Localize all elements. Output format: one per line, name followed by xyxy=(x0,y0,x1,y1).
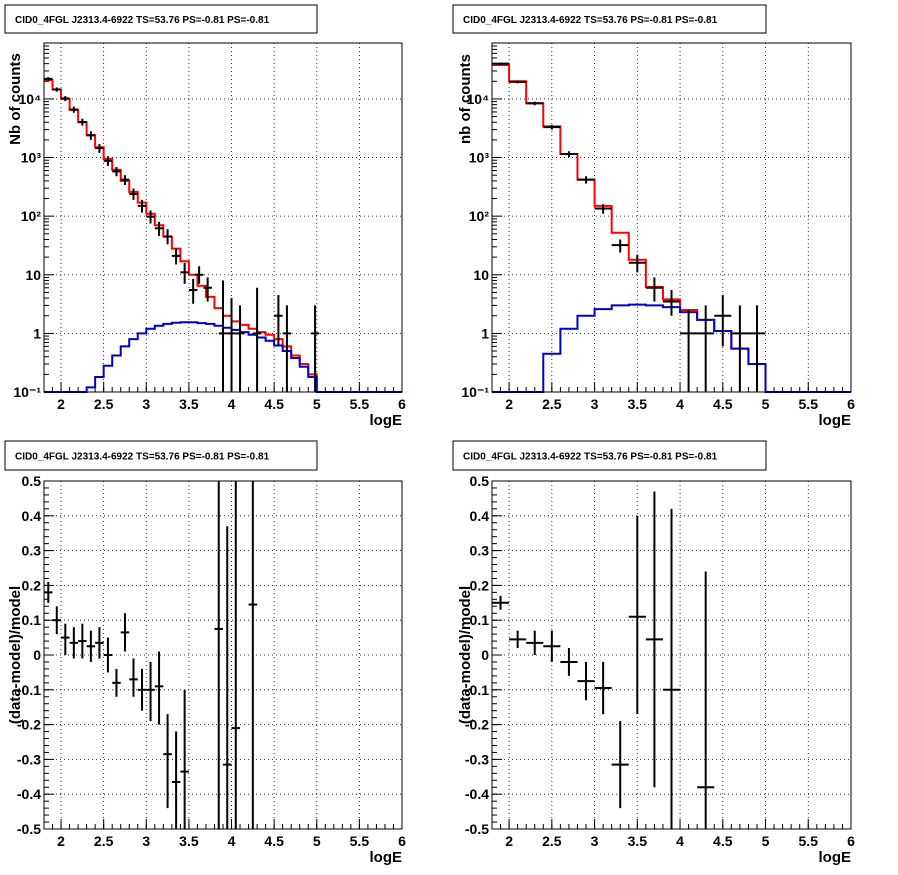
x-tick-label: 3 xyxy=(142,396,150,412)
x-tick-label: 2 xyxy=(57,396,65,412)
x-tick-label: 6 xyxy=(847,396,855,412)
y-tick-label: 10² xyxy=(469,208,490,224)
panel-title-box xyxy=(4,440,318,471)
y-tick-label: 0.2 xyxy=(470,577,490,593)
y-axis-label: Nb of counts xyxy=(7,53,24,145)
x-axis-label: logE xyxy=(370,412,403,429)
y-tick-label: 10³ xyxy=(21,150,42,166)
y-tick-label: -0.4 xyxy=(465,786,489,802)
y-tick-label: 0.3 xyxy=(470,543,490,559)
plot-frame xyxy=(43,480,403,830)
x-tick-label: 5 xyxy=(762,833,770,849)
y-tick-label: 0.1 xyxy=(470,612,490,628)
y-tick-label: -0.4 xyxy=(17,786,41,802)
plot-frame xyxy=(491,480,852,830)
y-tick-label: 10³ xyxy=(469,150,490,166)
y-tick-label: 10² xyxy=(21,208,42,224)
x-axis-label: logE xyxy=(370,849,403,866)
x-tick-label: 5.5 xyxy=(350,396,370,412)
y-tick-label: 10 xyxy=(473,267,489,283)
x-tick-label: 4 xyxy=(228,396,236,412)
plot-frame xyxy=(491,42,852,393)
x-tick-label: 3 xyxy=(591,396,599,412)
x-tick-label: 5.5 xyxy=(350,833,370,849)
x-tick-label: 6 xyxy=(398,396,406,412)
y-tick-label: 10⁴ xyxy=(467,91,490,107)
y-tick-label: 0.1 xyxy=(22,612,42,628)
y-tick-label: -0.3 xyxy=(465,751,489,767)
y-tick-label: -0.1 xyxy=(17,682,41,698)
y-tick-label: 0.5 xyxy=(470,473,490,489)
y-tick-label: -0.5 xyxy=(17,821,41,837)
source-model-histogram xyxy=(492,303,851,393)
y-tick-label: 1 xyxy=(33,325,41,341)
x-tick-label: 4.5 xyxy=(264,396,284,412)
panel-title-box xyxy=(452,440,767,471)
x-tick-label: 5.5 xyxy=(799,396,819,412)
panel-title: CID0_4FGL J2313.4-6922 TS=53.76 PS=-0.81… xyxy=(463,452,718,463)
panel-title-box xyxy=(452,4,767,34)
y-tick-label: -0.2 xyxy=(465,717,489,733)
x-tick-label: 5.5 xyxy=(799,833,819,849)
x-tick-label: 4 xyxy=(228,833,236,849)
x-tick-label: 3 xyxy=(142,833,150,849)
y-tick-label: 0.4 xyxy=(22,508,42,524)
y-tick-label: 0 xyxy=(481,647,489,663)
x-tick-label: 3.5 xyxy=(179,833,199,849)
x-tick-label: 2 xyxy=(505,833,513,849)
x-axis-label: logE xyxy=(819,412,852,429)
y-tick-label: -0.5 xyxy=(465,821,489,837)
y-tick-label: 10⁻¹ xyxy=(461,384,489,400)
y-tick-label: -0.1 xyxy=(465,682,489,698)
panel-title: CID0_4FGL J2313.4-6922 TS=53.76 PS=-0.81… xyxy=(15,15,270,26)
y-tick-label: 0 xyxy=(33,647,41,663)
counts-panel-left: CID0_4FGL J2313.4-6922 TS=53.76 PS=-0.81… xyxy=(4,4,406,429)
panel-title: CID0_4FGL J2313.4-6922 TS=53.76 PS=-0.81… xyxy=(463,15,718,26)
x-tick-label: 3.5 xyxy=(179,396,199,412)
x-tick-label: 4 xyxy=(676,833,684,849)
y-tick-label: 1 xyxy=(481,325,489,341)
x-tick-label: 6 xyxy=(398,833,406,849)
y-axis-label: (data-model)/model xyxy=(7,586,24,724)
counts-panel-right: CID0_4FGL J2313.4-6922 TS=53.76 PS=-0.81… xyxy=(452,4,855,429)
y-tick-label: 10⁴ xyxy=(19,91,42,107)
y-tick-label: 0.2 xyxy=(22,577,42,593)
x-tick-label: 2.5 xyxy=(542,833,562,849)
residuals-panel-right: CID0_4FGL J2313.4-6922 TS=53.76 PS=-0.81… xyxy=(452,440,855,866)
x-tick-label: 2.5 xyxy=(94,396,114,412)
x-tick-label: 5 xyxy=(313,396,321,412)
residuals-panel-left: CID0_4FGL J2313.4-6922 TS=53.76 PS=-0.81… xyxy=(4,440,406,866)
x-axis-label: logE xyxy=(819,849,852,866)
x-tick-label: 2 xyxy=(505,396,513,412)
x-tick-label: 4.5 xyxy=(713,396,733,412)
plot-frame xyxy=(43,42,403,393)
y-axis-label: nb of counts xyxy=(457,54,474,144)
x-tick-label: 2 xyxy=(57,833,65,849)
x-tick-label: 4.5 xyxy=(713,833,733,849)
x-tick-label: 5 xyxy=(762,396,770,412)
y-tick-label: -0.3 xyxy=(17,751,41,767)
x-tick-label: 6 xyxy=(847,833,855,849)
x-tick-label: 3.5 xyxy=(628,396,648,412)
y-tick-label: 0.3 xyxy=(22,543,42,559)
panel-title: CID0_4FGL J2313.4-6922 TS=53.76 PS=-0.81… xyxy=(15,452,270,463)
y-axis-label: (data-model)/model xyxy=(457,586,474,724)
total-model-histogram xyxy=(492,63,851,393)
y-tick-label: 0.4 xyxy=(470,508,490,524)
source-model-histogram xyxy=(44,321,402,393)
x-tick-label: 4.5 xyxy=(264,833,284,849)
y-tick-label: -0.2 xyxy=(17,717,41,733)
x-tick-label: 4 xyxy=(676,396,684,412)
x-tick-label: 5 xyxy=(313,833,321,849)
x-tick-label: 3.5 xyxy=(628,833,648,849)
x-tick-label: 2.5 xyxy=(94,833,114,849)
x-tick-label: 2.5 xyxy=(542,396,562,412)
y-tick-label: 0.5 xyxy=(22,473,42,489)
y-tick-label: 10 xyxy=(25,267,41,283)
x-tick-label: 3 xyxy=(591,833,599,849)
y-tick-label: 10⁻¹ xyxy=(13,384,41,400)
panel-title-box xyxy=(4,4,318,34)
